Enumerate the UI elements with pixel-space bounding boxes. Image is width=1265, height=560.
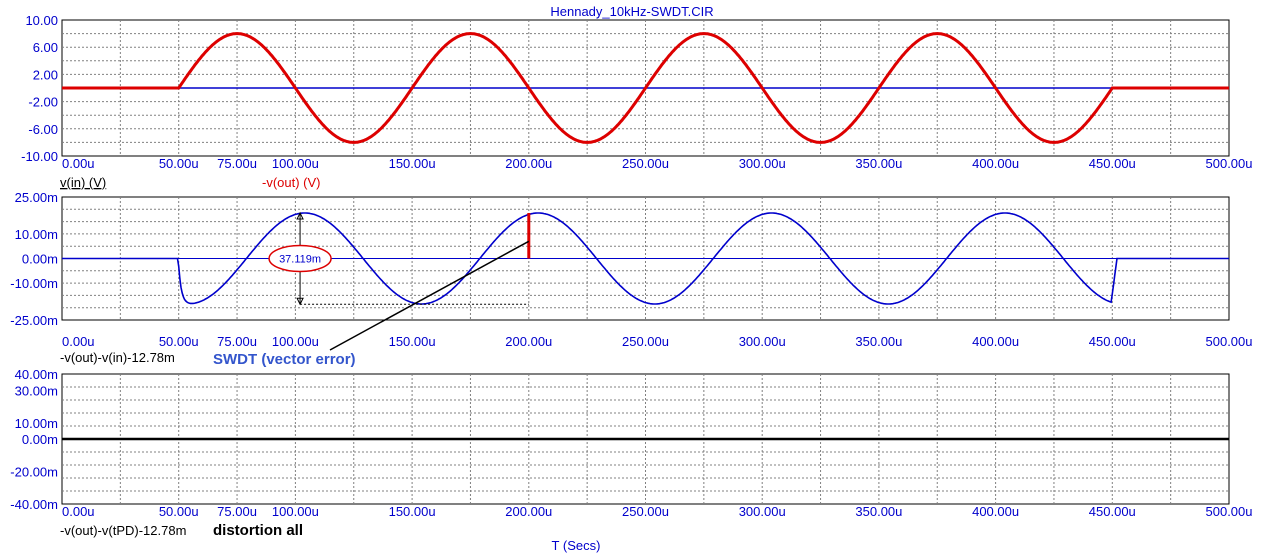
y-tick-label: 30.00m	[15, 383, 58, 398]
x-tick-label: 50.00u	[159, 504, 199, 519]
y-tick-label: -2.00	[28, 95, 58, 110]
y-tick-label: -40.00m	[10, 497, 58, 512]
y-tick-label: 25.00m	[15, 190, 58, 205]
x-tick-label: 0.00u	[62, 504, 95, 519]
annotation-swdt: SWDT (vector error)	[213, 351, 356, 368]
y-tick-label: 10.00m	[15, 227, 58, 242]
measure-label: 37.119m	[279, 254, 321, 266]
y-tick-label: -20.00m	[10, 465, 58, 480]
pointer-line	[329, 240, 530, 351]
x-tick-label: 100.00u	[272, 504, 319, 519]
x-tick-label: 300.00u	[739, 156, 786, 171]
x-tick-label: 250.00u	[622, 334, 669, 349]
y-tick-label: -10.00	[21, 149, 58, 164]
x-tick-label: 75.00u	[217, 156, 257, 171]
x-tick-label: 350.00u	[855, 334, 902, 349]
x-tick-label: 100.00u	[272, 156, 319, 171]
x-tick-label: 500.00u	[1206, 156, 1253, 171]
measurement-annotations: 37.119m	[268, 211, 531, 351]
x-tick-label: 450.00u	[1089, 156, 1136, 171]
x-tick-label: 0.00u	[62, 156, 95, 171]
x-tick-label: 50.00u	[159, 156, 199, 171]
series-line	[62, 212, 1229, 305]
x-tick-label: 0.00u	[62, 334, 95, 349]
y-tick-label: 10.00	[25, 13, 58, 28]
x-tick-label: 350.00u	[855, 156, 902, 171]
x-axis-label: T (Secs)	[552, 538, 601, 553]
x-tick-label: 150.00u	[389, 334, 436, 349]
x-tick-label: 450.00u	[1089, 504, 1136, 519]
y-tick-label: 0.00m	[22, 432, 58, 447]
x-tick-label: 400.00u	[972, 504, 1019, 519]
y-tick-label: 0.00m	[22, 252, 58, 267]
arrowhead-up	[296, 211, 304, 220]
x-tick-label: 400.00u	[972, 334, 1019, 349]
x-tick-label: 75.00u	[217, 334, 257, 349]
y-tick-label: -25.00m	[10, 313, 58, 328]
x-tick-label: 500.00u	[1206, 334, 1253, 349]
measure-ellipse	[268, 244, 332, 273]
legend-distortion: -v(out)-v(tPD)-12.78m	[60, 523, 186, 538]
x-tick-label: 150.00u	[389, 504, 436, 519]
series-line	[62, 32, 1229, 144]
y-tick-label: -10.00m	[10, 276, 58, 291]
annotation-distortion: distortion all	[213, 522, 303, 539]
x-tick-label: 200.00u	[505, 156, 552, 171]
x-tick-label: 150.00u	[389, 156, 436, 171]
panel-middle: 25.00m 10.00m 0.00m -10.00m -25.00m 0.00u 50.0…	[10, 190, 1252, 349]
x-tick-label: 400.00u	[972, 156, 1019, 171]
y-tick-label: 6.00	[33, 40, 58, 55]
legend-vout: -v(out) (V)	[262, 175, 321, 190]
x-tick-label: 200.00u	[505, 334, 552, 349]
y-tick-label: -6.00	[28, 122, 58, 137]
x-tick-label: 350.00u	[855, 504, 902, 519]
y-tick-label: 10.00m	[15, 416, 58, 431]
y-tick-label: 40.00m	[15, 367, 58, 382]
x-tick-label: 300.00u	[739, 334, 786, 349]
x-tick-label: 75.00u	[217, 504, 257, 519]
x-tick-label: 500.00u	[1206, 504, 1253, 519]
legend-error: -v(out)-v(in)-12.78m	[60, 350, 175, 365]
panel-top: 10.00 6.00 2.00 -2.00 -6.00 -10.00 0.00u 50.00u…	[21, 13, 1252, 171]
x-tick-label: 50.00u	[159, 334, 199, 349]
x-tick-label: 450.00u	[1089, 334, 1136, 349]
y-tick-label: 2.00	[33, 67, 58, 82]
chart-title: Hennady_10kHz-SWDT.CIR	[550, 4, 713, 19]
x-tick-label: 250.00u	[622, 156, 669, 171]
legend-vin: v(in) (V)	[60, 175, 106, 190]
x-tick-label: 300.00u	[739, 504, 786, 519]
x-tick-label: 100.00u	[272, 334, 319, 349]
x-tick-label: 200.00u	[505, 504, 552, 519]
arrowhead-down	[296, 297, 304, 306]
x-tick-label: 250.00u	[622, 504, 669, 519]
